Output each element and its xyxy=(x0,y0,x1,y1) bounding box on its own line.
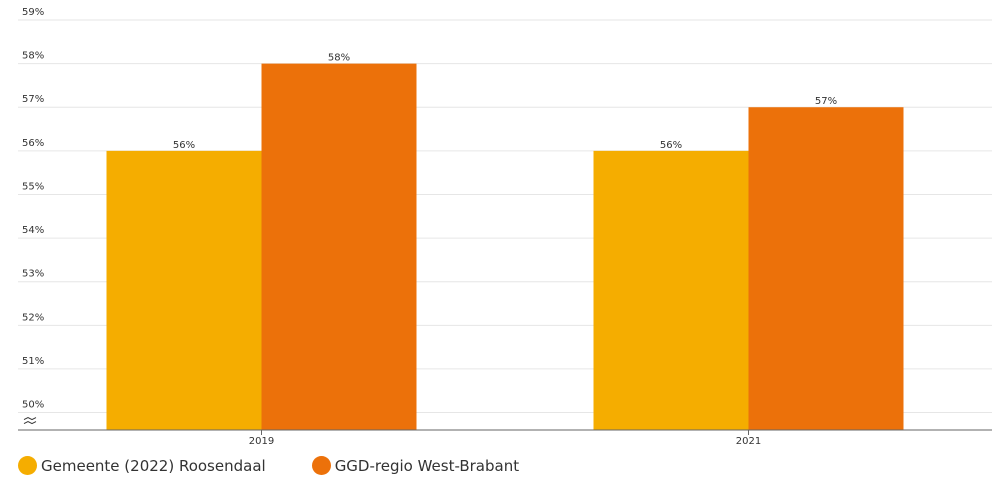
legend-label-west-brabant: GGD-regio West-Brabant xyxy=(334,456,520,475)
y-tick-label: 58% xyxy=(22,51,44,62)
y-tick-label: 52% xyxy=(22,312,44,323)
y-tick-label: 50% xyxy=(22,400,44,411)
bar-chart: 56% 58% 56% 57% 50% 51% 52% 53% 54% 55% 56% 57% 58%… xyxy=(18,7,992,447)
x-axis: 2019 2021 xyxy=(18,429,992,447)
bar[interactable] xyxy=(261,63,417,431)
bar[interactable] xyxy=(748,107,904,430)
data-labels: 56% 58% 56% 57% xyxy=(173,53,837,151)
y-tick-label: 54% xyxy=(22,225,44,236)
y-axis: 50% 51% 52% 53% 54% 55% 56% 57% 58% 59% xyxy=(22,7,44,425)
bars xyxy=(106,63,904,431)
x-tick-label: 2019 xyxy=(249,436,274,447)
y-tick-label: 57% xyxy=(22,94,44,105)
y-tick-label: 59% xyxy=(22,7,44,18)
x-tick-label: 2021 xyxy=(736,436,761,447)
y-tick-label: 53% xyxy=(22,269,44,280)
bar[interactable] xyxy=(593,150,749,430)
bar[interactable] xyxy=(106,150,262,430)
data-label: 56% xyxy=(173,140,195,151)
axis-break-icon xyxy=(23,416,37,425)
y-tick-label: 56% xyxy=(22,138,44,149)
y-tick-label: 55% xyxy=(22,181,44,192)
legend-label-roosendaal: Gemeente (2022) Roosendaal xyxy=(41,456,266,475)
y-tick-label: 51% xyxy=(22,356,44,367)
data-label: 56% xyxy=(660,140,682,151)
legend-item-west-brabant[interactable]: GGD-regio West-Brabant xyxy=(311,456,520,475)
legend-item-roosendaal[interactable]: Gemeente (2022) Roosendaal xyxy=(18,456,266,475)
legend: Gemeente (2022) Roosendaal GGD-regio Wes… xyxy=(18,456,565,475)
legend-swatch-roosendaal xyxy=(18,456,37,475)
data-label: 57% xyxy=(815,96,837,107)
legend-swatch-west-brabant xyxy=(311,456,331,475)
data-label: 58% xyxy=(328,53,350,64)
